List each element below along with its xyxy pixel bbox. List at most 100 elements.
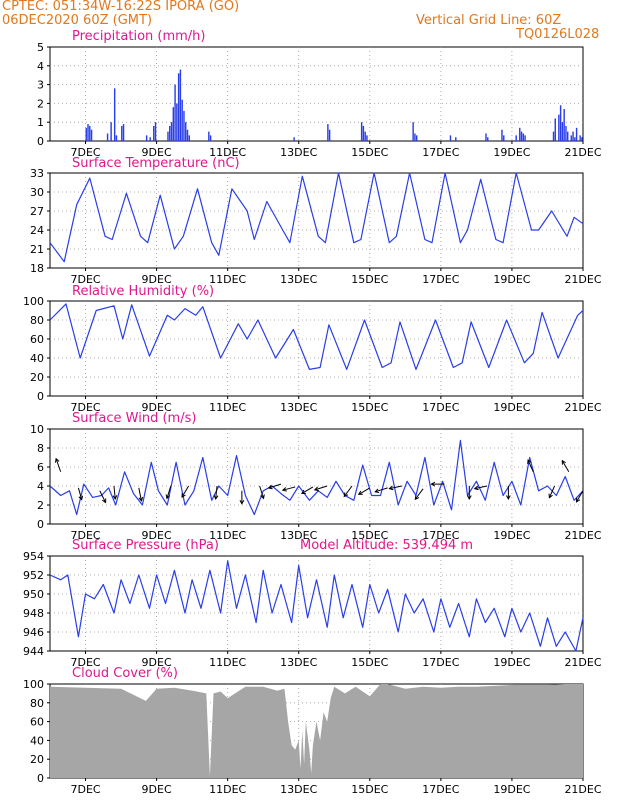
precip-ytick-label: 0 — [37, 135, 44, 148]
wind-arrow-shaft — [215, 485, 218, 500]
precip-bar — [579, 135, 581, 141]
cloud-ytick-label: 100 — [23, 678, 44, 691]
wind-arrow-head — [112, 495, 118, 501]
wind-arrow-shaft — [268, 483, 282, 489]
precip-title: Precipitation (mm/h) — [72, 29, 206, 44]
rh-panel: 0 20 40 60 80 100 7DEC 9DEC 11DEC 13DEC 15DEC 17DEC… — [23, 295, 602, 414]
cloud-xtick-label: 17DEC — [422, 783, 459, 796]
precip-xtick-label: 7DEC — [70, 146, 100, 159]
cloud-xtick-label: 13DEC — [280, 783, 317, 796]
cloud-title: Cloud Cover (%) — [72, 666, 178, 681]
precip-bar — [575, 127, 578, 141]
rh-xtick-label: 13DEC — [280, 401, 317, 414]
press-xtick-label: 11DEC — [209, 656, 246, 669]
wind-ytick-label: 4 — [37, 480, 44, 493]
wind-arrow-head — [281, 487, 287, 492]
precip-bar — [176, 103, 178, 141]
temp-title: Surface Temperature (nC) — [72, 156, 240, 171]
wind-arrow-shaft — [576, 490, 584, 503]
pressure-title: Surface Pressure (hPa) — [72, 538, 219, 553]
temp-line — [49, 172, 584, 263]
precip-bar — [327, 124, 329, 141]
press-xtick-label: 21DEC — [564, 656, 601, 669]
wind-arrow — [527, 459, 534, 472]
wind-arrow-shaft — [414, 488, 424, 500]
precip-bar — [179, 69, 182, 141]
wind-arrow-head — [430, 481, 436, 487]
precip-bar — [561, 122, 564, 141]
wind-arrow — [575, 490, 584, 503]
rh-xtick-label: 15DEC — [351, 401, 388, 414]
wind-arrow-shaft — [282, 486, 296, 491]
precip-bar — [181, 99, 183, 141]
wind-ytick-label: 8 — [37, 442, 44, 455]
wind-arrow — [281, 486, 296, 492]
precip-bar — [485, 133, 487, 141]
cloud-xtick-label: 11DEC — [209, 783, 246, 796]
cloud-ytick-label: 40 — [30, 734, 44, 747]
press-ytick-label: 948 — [23, 607, 44, 620]
wind-arrow — [357, 487, 371, 495]
wind-arrow-head — [388, 485, 394, 491]
precip-xtick-label: 21DEC — [564, 146, 601, 159]
temp-xtick-label: 19DEC — [493, 273, 530, 286]
wind-arrow-head — [78, 495, 84, 501]
wind-arrow — [259, 485, 265, 500]
precip-bar — [522, 133, 525, 141]
wind-arrow — [77, 487, 84, 501]
press-ytick-label: 950 — [23, 588, 44, 601]
temp-xtick-label: 7DEC — [70, 273, 100, 286]
wind-arrow — [99, 490, 107, 504]
precip-bar — [515, 135, 517, 141]
rh-title: Relative Humidity (%) — [72, 284, 215, 299]
precip-bar — [208, 131, 210, 141]
precip-bar — [524, 135, 526, 141]
precip-bar — [110, 122, 112, 141]
precip-bar — [115, 135, 118, 141]
precip-bar — [121, 125, 123, 141]
wind-arrow — [548, 485, 556, 499]
rh-xtick-label: 11DEC — [209, 401, 246, 414]
temp-xtick-label: 9DEC — [142, 273, 172, 286]
wind-xtick-label: 11DEC — [209, 529, 246, 542]
temp-ytick-label: 21 — [30, 243, 44, 256]
wind-xtick-label: 19DEC — [493, 529, 530, 542]
wind-frame — [49, 428, 584, 525]
precip-bar — [574, 137, 576, 141]
wind-arrow-head — [54, 457, 60, 463]
header-grid-line: Vertical Grid Line: 60Z — [416, 13, 562, 28]
temp-xtick-label: 15DEC — [351, 273, 388, 286]
cloud-xtick-label: 21DEC — [564, 783, 601, 796]
wind-arrow-shaft — [389, 485, 402, 490]
wind-ytick-label: 6 — [37, 461, 44, 474]
temp-xtick-label: 11DEC — [209, 273, 246, 286]
wind-arrow-shaft — [561, 460, 570, 473]
wind-arrow — [239, 490, 245, 505]
temp-ytick-label: 18 — [30, 262, 44, 275]
header-location: CPTEC: 051:34W-16:22S IPORA (GO) — [2, 0, 240, 14]
press-xtick-label: 9DEC — [142, 656, 172, 669]
precip-ytick-label: 2 — [37, 97, 44, 110]
rh-xtick-label: 17DEC — [422, 401, 459, 414]
wind-xtick-label: 21DEC — [564, 529, 601, 542]
precip-bar — [455, 137, 457, 141]
wind-arrow-head — [374, 488, 380, 494]
wind-arrow-head — [506, 495, 511, 501]
wind-arrow-shaft — [301, 486, 314, 494]
wind-arrow-head — [313, 486, 319, 492]
precip-bar — [520, 131, 523, 141]
wind-arrow-head — [473, 485, 479, 491]
rh-xtick-label: 9DEC — [142, 401, 172, 414]
precip-bar — [563, 109, 565, 141]
precip-bar — [185, 122, 187, 141]
wind-arrow-head — [466, 495, 472, 501]
wind-arrow-head — [138, 496, 144, 502]
temp-ytick-label: 30 — [30, 186, 44, 199]
rh-ytick-label: 60 — [30, 333, 44, 346]
precip-bar — [85, 127, 87, 141]
wind-arrow — [561, 459, 570, 473]
temp-ytick-label: 27 — [30, 205, 44, 218]
precip-bar — [414, 133, 416, 141]
precip-bar — [177, 73, 180, 141]
